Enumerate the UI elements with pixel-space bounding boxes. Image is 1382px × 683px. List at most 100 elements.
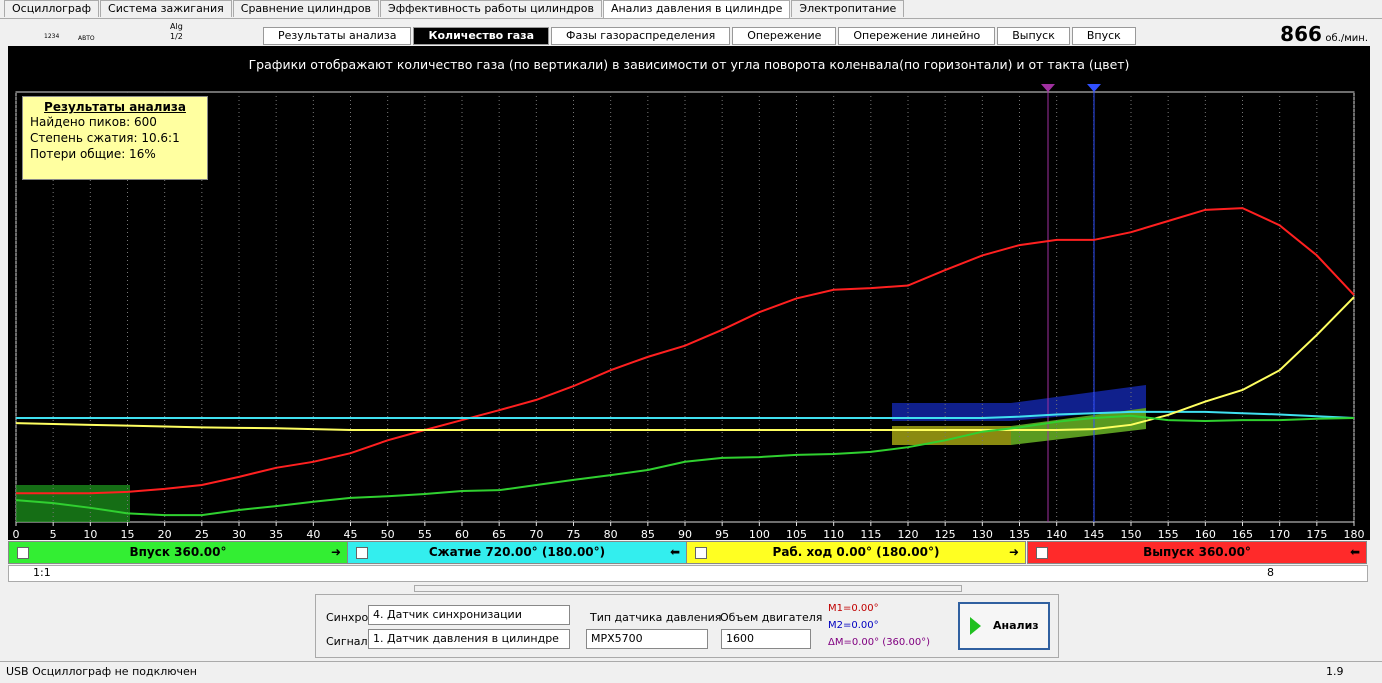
subtab[interactable]: Опережение линейно — [838, 27, 996, 45]
chart-bg — [8, 46, 1370, 540]
label: Тип датчика давления — [590, 611, 722, 624]
x-tick-label: 45 — [344, 528, 358, 540]
x-tick-label: 40 — [306, 528, 320, 540]
rpm-unit: об./мин. — [1325, 33, 1368, 44]
status-left: USB Осциллограф не подключен — [6, 665, 197, 678]
arrow[interactable]: ➜ — [1008, 545, 1019, 559]
x-tick-label: 0 — [13, 528, 20, 540]
x-tick-label: 95 — [715, 528, 729, 540]
label: Синхро: — [326, 611, 372, 624]
arrow[interactable]: ⬅ — [1349, 545, 1360, 559]
arrow[interactable]: ⬅ — [669, 545, 680, 559]
series-line — [16, 410, 1355, 419]
checkbox[interactable] — [356, 547, 368, 559]
phase-label[interactable]: Выпуск 360.00° — [1143, 545, 1251, 559]
subtab[interactable]: Фазы газораспределения — [551, 27, 731, 45]
series-line — [16, 207, 1355, 495]
arrow[interactable]: ➜ — [330, 545, 341, 559]
x-tick-label: 15 — [121, 528, 135, 540]
toolbar-label[interactable]: 1/2 — [170, 32, 183, 41]
x-tick-label: 160 — [1195, 528, 1216, 540]
phase-bar[interactable]: Сжатие 720.00° (180.00°) ⬅ — [347, 541, 687, 564]
rpm: 866 об./мин. — [1280, 22, 1368, 46]
x-tick-label: 180 — [1344, 528, 1365, 540]
x-tick-label: 85 — [641, 528, 655, 540]
subtab[interactable]: Выпуск — [997, 27, 1070, 45]
x-tick-label: 10 — [83, 528, 97, 540]
x-tick-label: 165 — [1232, 528, 1253, 540]
analyze-label[interactable]: Анализ — [993, 619, 1039, 632]
x-tick-label: 155 — [1158, 528, 1179, 540]
tab-row: Осциллограф Система зажигания Сравнение ци… — [4, 0, 905, 19]
series-line — [15, 414, 1355, 517]
phase-region — [16, 485, 130, 522]
phase-label[interactable]: Сжатие 720.00° (180.00°) — [428, 545, 606, 559]
x-tick-label: 70 — [529, 528, 543, 540]
page[interactable]: 8 — [1267, 566, 1274, 579]
x-tick-label: 35 — [269, 528, 283, 540]
x-tick-label: 20 — [158, 528, 172, 540]
subtab[interactable]: Результаты анализа — [263, 27, 412, 45]
chart-title: Графики отображают количество газа (по в… — [249, 57, 1130, 72]
volume-select[interactable]: 1600 — [721, 629, 811, 649]
x-tick-label: 120 — [898, 528, 919, 540]
x-tick-label: 55 — [418, 528, 432, 540]
chart: Графики отображают количество газа (по в… — [8, 46, 1370, 540]
tab[interactable]: Система зажигания — [100, 0, 232, 17]
x-tick-label: 145 — [1083, 528, 1104, 540]
cursor-m2-handle[interactable] — [1087, 84, 1101, 92]
controls: Синхро: 4. Датчик синхронизации Сигнал: … — [315, 594, 1059, 658]
x-tick-label: 80 — [604, 528, 618, 540]
divider — [0, 18, 1382, 19]
analyze-button[interactable]: Анализ — [958, 602, 1050, 650]
info-box: Результаты анализа Найдено пиков: 600 Ст… — [22, 96, 208, 180]
phase-label[interactable]: Раб. ход 0.00° (180.00°) — [772, 545, 940, 559]
signal-select[interactable]: 1. Датчик давления в цилиндре — [368, 629, 570, 649]
x-tick-label: 25 — [195, 528, 209, 540]
subtab[interactable]: Количество газа — [413, 27, 550, 45]
x-tick-label: 115 — [860, 528, 881, 540]
rpm-value: 866 — [1280, 22, 1322, 46]
sensor-select[interactable]: MPX5700 — [586, 629, 708, 649]
phase-label[interactable]: Впуск 360.00° — [129, 545, 227, 559]
tab[interactable]: Анализ давления в цилиндре — [602, 0, 791, 19]
cursor-m1-handle[interactable] — [1041, 84, 1055, 92]
x-tick-label: 90 — [678, 528, 692, 540]
tab[interactable]: Осциллограф — [4, 0, 100, 17]
subtab[interactable]: Впуск — [1071, 27, 1136, 45]
toolbar-label[interactable]: Alg — [170, 22, 183, 31]
tab[interactable]: Эффективность работы цилиндров — [380, 0, 602, 17]
label: Объем двигателя — [720, 611, 823, 624]
scroll-row: 1:1 8 — [8, 565, 1368, 582]
checkbox[interactable] — [695, 547, 707, 559]
phase-bar[interactable]: Выпуск 360.00° ⬅ — [1027, 541, 1367, 564]
x-tick-label: 140 — [1046, 528, 1067, 540]
checkbox[interactable] — [17, 547, 29, 559]
tab[interactable]: Электропитание — [791, 0, 905, 17]
toolbar-label[interactable]: АВТО — [78, 35, 95, 42]
splitter[interactable] — [414, 585, 962, 592]
checkbox[interactable] — [1036, 547, 1048, 559]
phase-bar[interactable]: Впуск 360.00° ➜ — [8, 541, 348, 564]
phase-region — [892, 403, 1011, 421]
zoom[interactable]: 1:1 — [33, 566, 51, 579]
info-line: Степень сжатия: 10.6:1 — [30, 131, 180, 145]
x-tick-label: 130 — [972, 528, 993, 540]
sync-select[interactable]: 4. Датчик синхронизации — [368, 605, 570, 625]
status-right: 1.9 — [1326, 665, 1344, 678]
toolbar-label[interactable]: 1234 — [44, 33, 60, 40]
x-tick-label: 60 — [455, 528, 469, 540]
phase-bar[interactable]: Раб. ход 0.00° (180.00°) ➜ — [686, 541, 1026, 564]
status-bar: USB Осциллограф не подключен 1.9 — [0, 661, 1382, 682]
m2: M2=0.00° — [828, 620, 879, 631]
x-tick-label: 105 — [786, 528, 807, 540]
x-tick-label: 175 — [1306, 528, 1327, 540]
m1: M1=0.00° — [828, 603, 879, 614]
subtab-row: Результаты анализа Количество газа Фазы га… — [263, 27, 1138, 45]
phase-region — [892, 426, 1011, 445]
info-line: Потери общие: 16% — [30, 147, 156, 161]
subtab[interactable]: Опережение — [732, 27, 837, 45]
tab[interactable]: Сравнение цилиндров — [232, 0, 380, 17]
x-tick-label: 75 — [567, 528, 581, 540]
x-tick-label: 50 — [381, 528, 395, 540]
